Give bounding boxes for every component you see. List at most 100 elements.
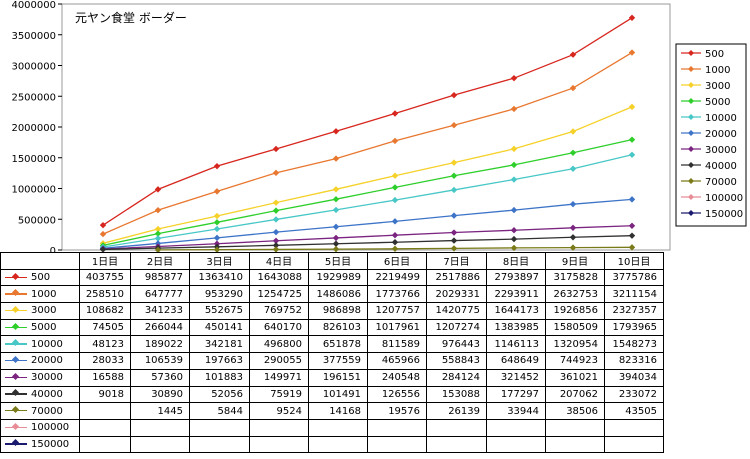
column-header: 9日目 [545,252,605,270]
table-cell: 258510 [79,285,131,304]
table-cell: 233072 [604,385,664,404]
row-label: 3000 [0,302,80,320]
table-cell: 744923 [545,352,605,370]
legend-marker [688,194,694,200]
data-point [450,229,458,236]
table-cell: 177297 [486,385,546,404]
table-cell: 558843 [426,352,487,370]
table-row: 40000 9018 30890 52056 75919 101491 126556 1530… [0,385,664,404]
data-point [391,245,399,252]
y-tick-label: 1500000 [11,154,56,165]
table-cell: 2632753 [545,285,605,304]
data-point [391,172,399,179]
column-header: 10日目 [604,252,664,270]
table-cell: 1773766 [367,285,427,304]
y-tick-label: 2500000 [11,92,56,103]
data-point [272,207,280,214]
table-cell: 52056 [189,385,250,404]
data-point [154,225,162,233]
table-cell: 57360 [130,368,190,387]
table-cell: 101491 [308,385,368,404]
table-cell [79,435,131,454]
data-point [628,49,636,56]
data-point [272,237,280,244]
table-cell [130,418,190,437]
table-cell: 30890 [130,385,190,404]
data-point [450,121,458,129]
row-marker [5,389,27,398]
legend-item-5000: 5000 [681,97,730,108]
row-label-text: 3000 [31,305,57,317]
data-point [569,244,577,251]
table-cell: 2219499 [367,268,427,287]
table-cell: 1146113 [486,335,546,354]
series-40000 [99,232,636,252]
legend-label: 70000 [705,177,737,188]
table-cell: 189022 [130,335,190,354]
data-point [272,246,280,252]
table-cell [486,418,546,437]
table-row: 20000 28033 106539 197663 290055 377559 465966… [0,352,664,370]
table-cell: 377559 [308,352,368,370]
data-point [213,212,221,220]
table-cell: 2327357 [604,302,664,320]
data-point [391,110,399,117]
table-cell [130,435,190,454]
table-cell: 149971 [249,368,309,387]
table-cell: 240548 [367,368,427,387]
legend-marker [688,98,694,104]
row-label-text: 30000 [31,372,63,384]
data-point [272,169,280,177]
series-1000 [99,49,636,238]
row-label: 150000 [0,435,80,454]
row-label-text: 500 [31,272,51,284]
data-point [569,234,577,241]
legend-label: 30000 [705,145,737,156]
legend-item-30000: 30000 [681,145,737,156]
data-point [510,244,518,252]
column-header: 4日目 [249,252,309,270]
table-corner [0,252,80,270]
series-line-500 [102,17,633,226]
table-cell: 1420775 [426,302,487,320]
table-row: 10000 48123 189022 342181 496800 651878 811589… [0,335,664,354]
table-cell [308,435,368,454]
legend-label: 40000 [705,161,737,172]
table-cell: 985877 [130,268,190,287]
data-point [99,246,107,252]
row-marker [5,355,27,364]
legend-marker [688,146,694,152]
table-cell: 2293911 [486,285,546,304]
table-cell: 811589 [367,335,427,354]
data-point [569,128,577,135]
legend-label: 10000 [705,113,737,124]
y-axis: 0 500000 1000000 1500000 2000000 2500000 30000… [11,0,62,252]
row-marker [5,339,27,348]
series-line-5000 [102,139,633,247]
table-cell [367,435,427,454]
data-point [391,137,399,145]
table-cell: 33944 [486,402,546,420]
row-label: 70000 [0,402,80,420]
table-cell: 284124 [426,368,487,387]
data-point [628,232,636,239]
data-point [154,230,162,237]
column-header: 7日目 [426,252,487,270]
table-cell: 1207274 [426,318,487,337]
legend-item-150000: 150000 [681,209,743,220]
legend-label: 20000 [705,129,737,140]
data-point [154,246,162,252]
table-row: 150000 [0,435,664,454]
series-line-3000 [102,106,633,244]
legend-marker [688,210,694,216]
series-line-30000 [102,225,633,250]
series-layer [99,14,636,252]
legend-label: 100000 [705,193,743,204]
table-header-row: 1日目 2日目 3日目 4日目 5日目 6日目 7日目 8日目 9日目 10日目 [0,252,664,270]
data-point [213,219,221,226]
table-cell [604,418,664,437]
table-cell: 321452 [486,368,546,387]
row-marker [5,305,27,314]
legend-item-500: 500 [681,49,724,60]
table-cell: 2517886 [426,268,487,287]
